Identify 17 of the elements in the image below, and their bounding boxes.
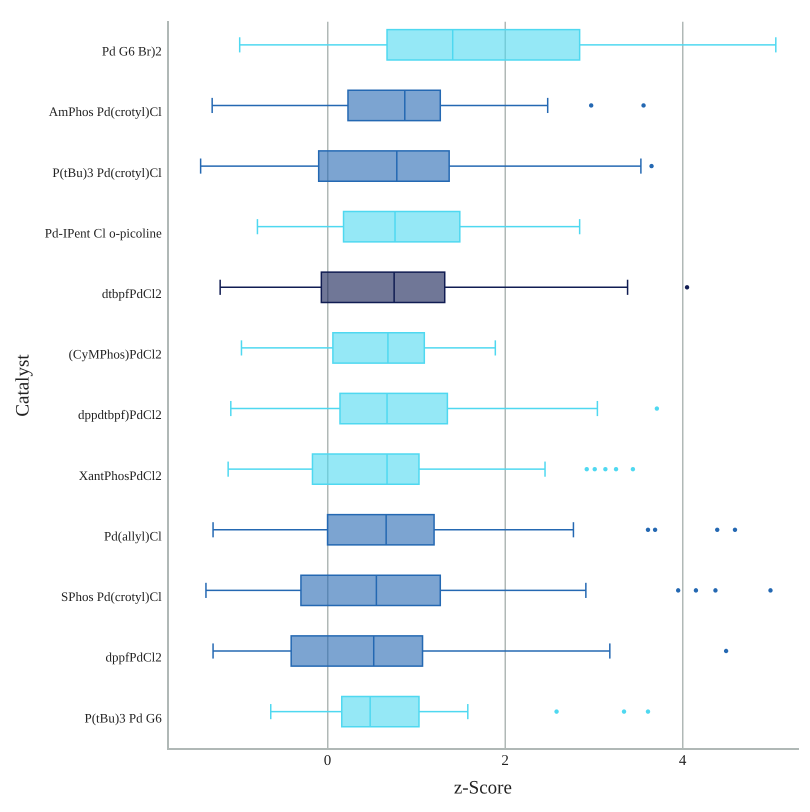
y-tick-label: Pd(allyl)Cl <box>104 528 162 544</box>
y-tick-label: XantPhosPdCl2 <box>78 468 162 483</box>
y-tick-label: dppdtbpf)PdCl2 <box>78 407 162 422</box>
x-axis-title: z-Score <box>454 778 512 799</box>
y-tick-label: dtbpfPdCl2 <box>102 286 162 301</box>
y-tick-label: SPhos Pd(crotyl)Cl <box>61 589 162 604</box>
y-tick-label: P(tBu)3 Pd(crotyl)Cl <box>52 164 162 180</box>
y-tick-label: (CyMPhos)PdCl2 <box>68 346 162 362</box>
y-tick-label: Pd G6 Br)2 <box>102 44 162 59</box>
y-tick-label: Pd-IPent Cl o-picoline <box>44 225 162 240</box>
x-tick-label: 2 <box>501 753 509 770</box>
x-tick-label: 4 <box>678 753 687 770</box>
y-tick-label: dppfPdCl2 <box>105 650 162 665</box>
y-tick-label: AmPhos Pd(crotyl)Cl <box>48 104 162 120</box>
y-axis-title: Catalyst <box>12 354 34 417</box>
y-tick-label: P(tBu)3 Pd G6 <box>84 710 162 726</box>
x-tick-label: 0 <box>324 753 332 770</box>
